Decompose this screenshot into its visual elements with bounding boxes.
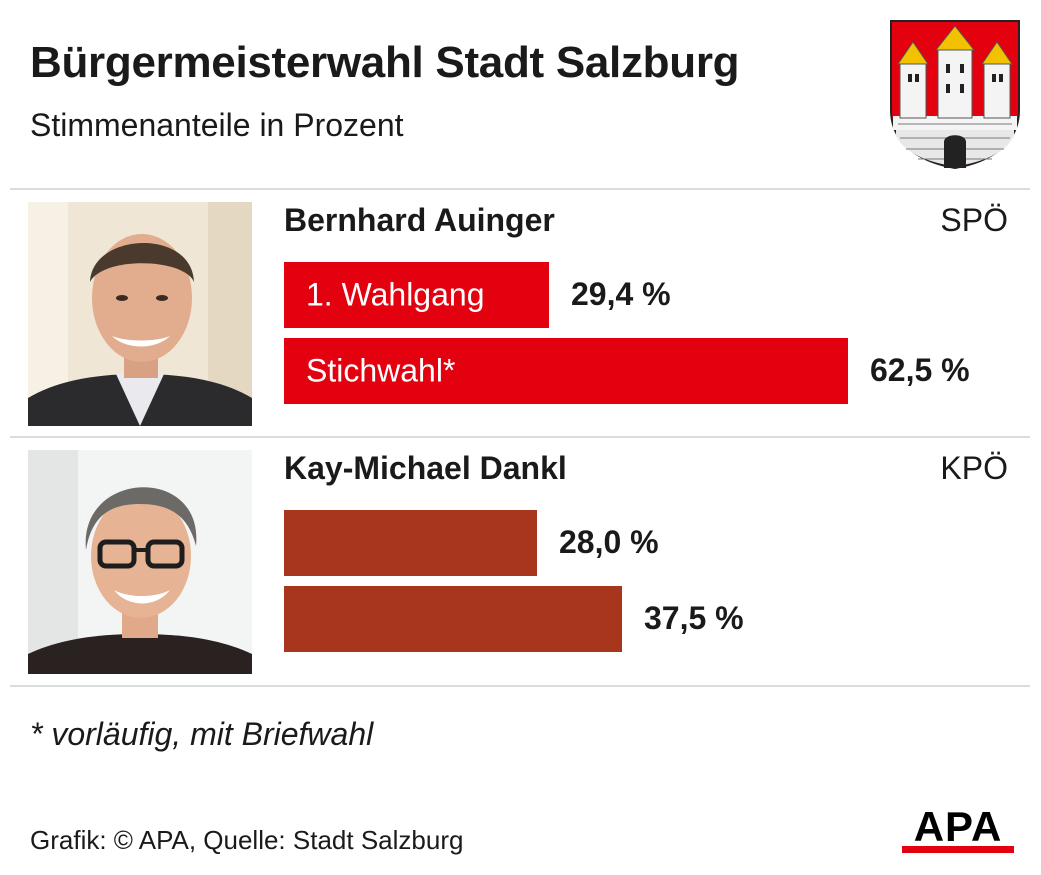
svg-text:APA: APA [914,806,1003,850]
divider-middle [10,436,1030,438]
candidate-photo-dankl [28,450,252,674]
divider-top [10,188,1030,190]
bar-series-label: Stichwahl* [306,352,456,389]
party-label: SPÖ [940,202,1008,238]
bar-runoff: Stichwahl* [284,338,848,404]
bar-value-label: 29,4 % [571,276,671,312]
candidate-name: Kay-Michael Dankl [284,450,567,486]
bar-series-label: 1. Wahlgang [306,276,485,313]
candidate-photo-auinger [28,202,252,426]
source-credit: Grafik: © APA, Quelle: Stadt Salzburg [30,825,464,855]
salzburg-coat-of-arms [888,18,1022,170]
bar-first-round [284,510,537,576]
apa-logo: APA [902,803,1014,854]
bar-first-round: 1. Wahlgang [284,262,549,328]
bar-value-label: 62,5 % [870,352,970,388]
candidate-name: Bernhard Auinger [284,202,555,238]
divider-bottom [10,685,1030,687]
bar-value-label: 28,0 % [559,524,659,560]
bar-value-label: 37,5 % [644,600,744,636]
chart-title: Bürgermeisterwahl Stadt Salzburg [30,38,740,87]
footnote: * vorläufig, mit Briefwahl [30,716,374,752]
bar-runoff [284,586,622,652]
party-label: KPÖ [940,450,1008,486]
chart-subtitle: Stimmenanteile in Prozent [30,107,404,143]
